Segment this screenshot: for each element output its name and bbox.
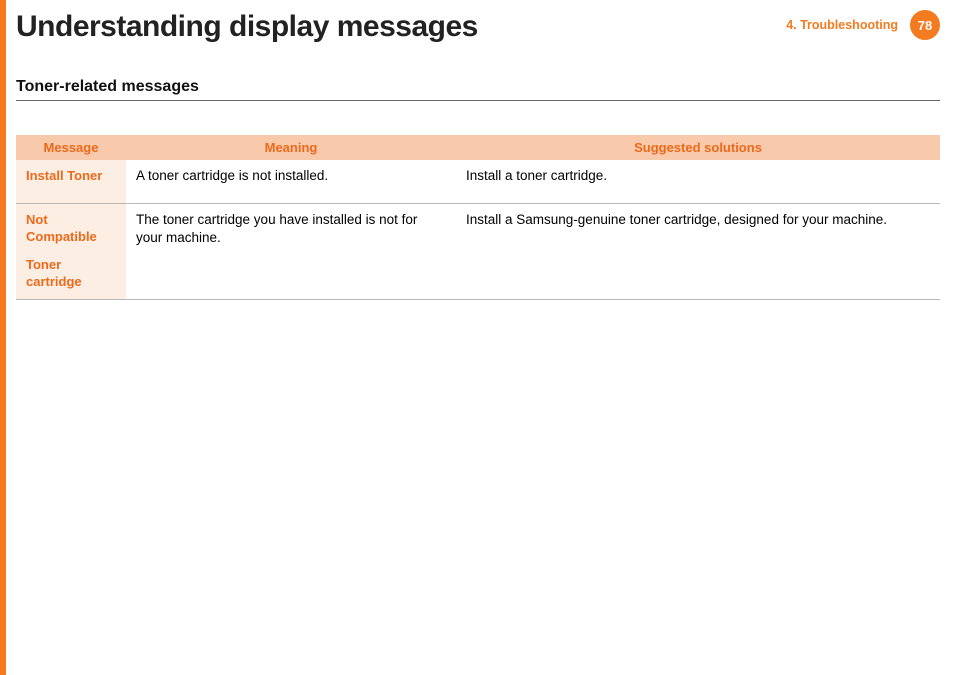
chapter-breadcrumb: 4. Troubleshooting	[786, 18, 898, 32]
messages-table: Message Meaning Suggested solutions Inst…	[16, 135, 940, 300]
cell-message: Not Compatible Toner cartridge	[16, 203, 126, 299]
table-header-row: Message Meaning Suggested solutions	[16, 135, 940, 160]
message-sub-text: Toner cartridge	[26, 256, 116, 291]
cell-solution: Install a Samsung-genuine toner cartridg…	[456, 203, 940, 299]
section-title: Toner-related messages	[16, 78, 940, 101]
cell-meaning: A toner cartridge is not installed.	[126, 160, 456, 203]
accent-left-bar	[0, 0, 6, 675]
cell-solution: Install a toner cartridge.	[456, 160, 940, 203]
page-header: Understanding display messages 4. Troubl…	[16, 10, 940, 50]
col-header-message: Message	[16, 135, 126, 160]
cell-meaning: The toner cartridge you have installed i…	[126, 203, 456, 299]
table-row: Install Toner A toner cartridge is not i…	[16, 160, 940, 203]
page-number-badge: 78	[910, 10, 940, 40]
message-main-text: Not Compatible	[26, 212, 97, 245]
section-toner-messages: Toner-related messages Message Meaning S…	[16, 78, 940, 300]
col-header-meaning: Meaning	[126, 135, 456, 160]
col-header-solution: Suggested solutions	[456, 135, 940, 160]
message-main-text: Install Toner	[26, 168, 102, 183]
table-row: Not Compatible Toner cartridge The toner…	[16, 203, 940, 299]
cell-message: Install Toner	[16, 160, 126, 203]
